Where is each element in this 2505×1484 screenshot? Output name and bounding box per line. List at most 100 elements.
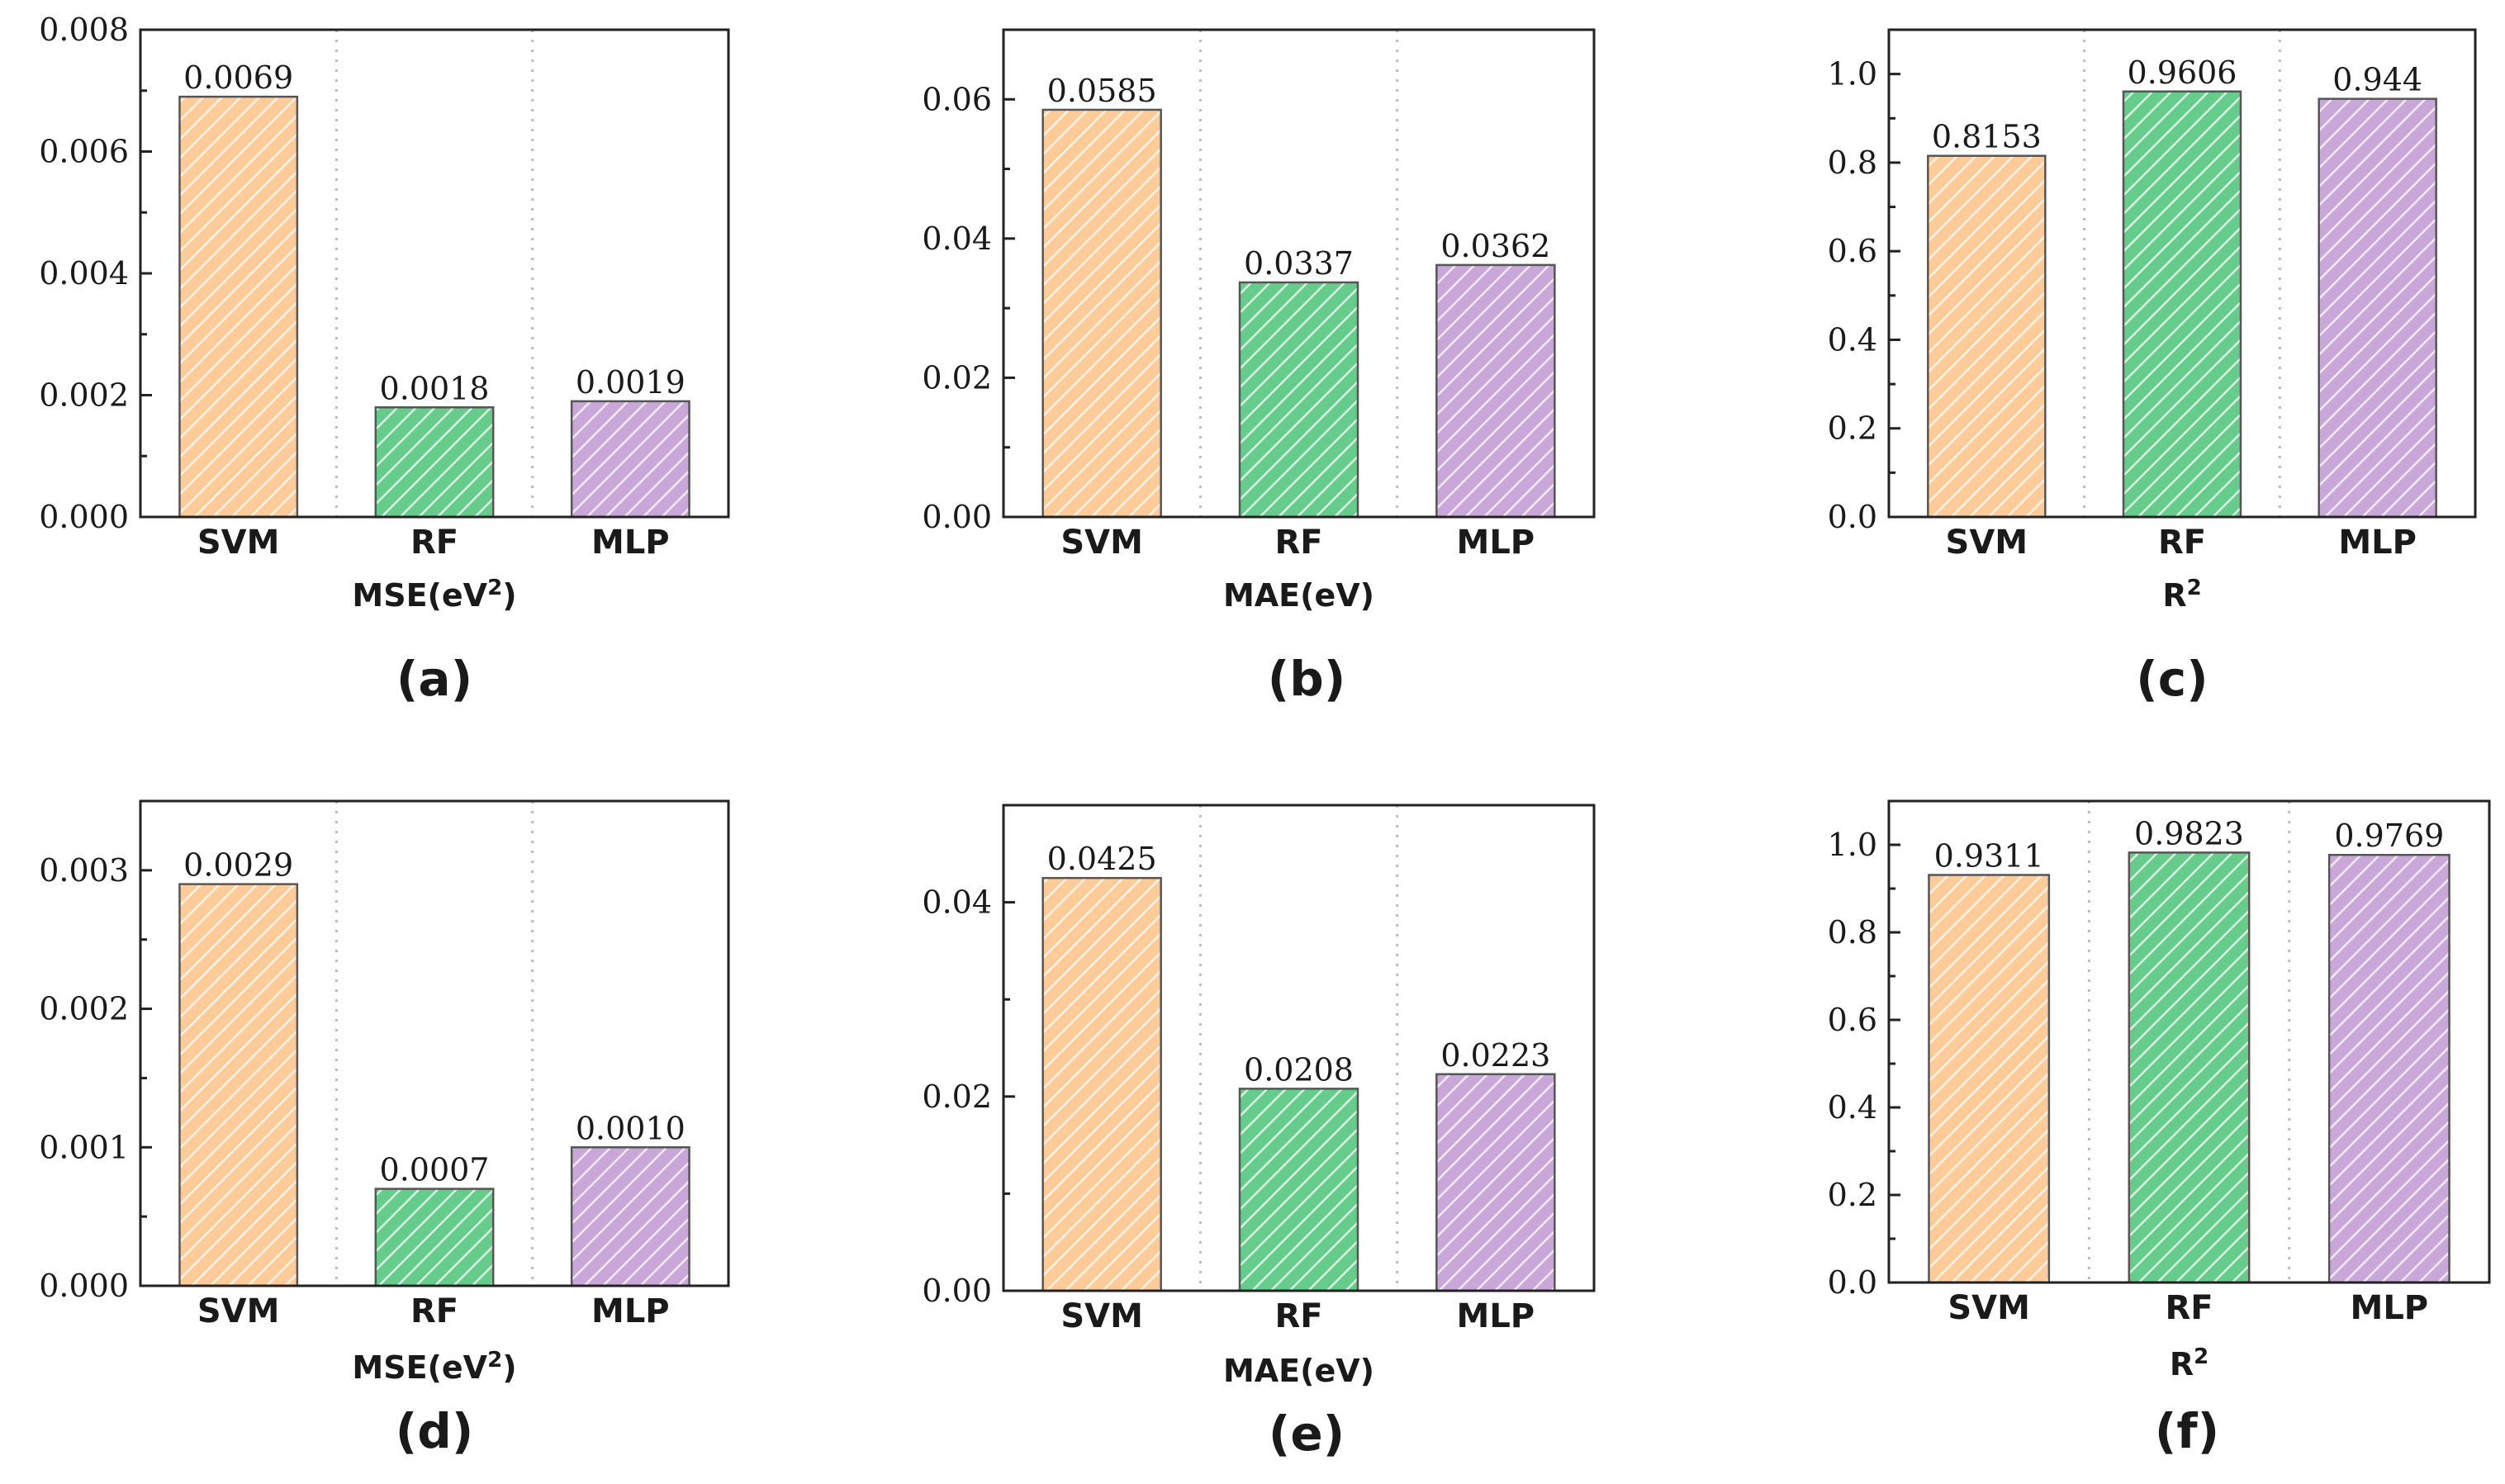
bar-hatch-rf bbox=[1240, 1088, 1358, 1291]
x-tick-label-mlp: MLP bbox=[591, 524, 670, 562]
data-label-rf: 0.9823 bbox=[2134, 815, 2244, 851]
data-label-svm: 0.0425 bbox=[1047, 841, 1157, 877]
y-tick-label: 0.2 bbox=[1828, 410, 1877, 447]
x-tick-label-mlp: MLP bbox=[2338, 524, 2417, 562]
x-tick-label-svm: SVM bbox=[197, 1292, 280, 1330]
bar-hatch-svm bbox=[1042, 878, 1161, 1291]
data-label-rf: 0.0018 bbox=[380, 370, 490, 406]
chart-panel-c: 0.8153 SVM 0.9606 RF 0.944 MLP 0.0 0.2 0.4 0.6 0.8… bbox=[1828, 28, 2477, 707]
panel-label: (d) bbox=[396, 1403, 474, 1459]
x-tick-label-mlp: MLP bbox=[1457, 524, 1535, 562]
x-tick-label-svm: SVM bbox=[1946, 524, 2028, 562]
y-tick-label: 0.8 bbox=[1828, 914, 1877, 951]
y-tick-label: 0.04 bbox=[922, 884, 992, 921]
plot-frame bbox=[1002, 804, 1596, 1292]
plot-frame bbox=[139, 28, 730, 519]
data-label-rf: 0.0208 bbox=[1244, 1051, 1354, 1088]
y-tick-label: 1.0 bbox=[1828, 56, 1877, 92]
x-axis-title: MSE(eV2) bbox=[352, 1348, 516, 1386]
y-tick-label: 0.000 bbox=[39, 499, 129, 535]
data-label-svm: 0.0585 bbox=[1047, 73, 1157, 109]
plot-frame bbox=[1887, 799, 2491, 1284]
chart-panel-e: 0.0425 SVM 0.0208 RF 0.0223 MLP 0.00 0.02 0.04 MA… bbox=[922, 804, 1596, 1462]
chart-panel-a: 0.0069 SVM 0.0018 RF 0.0019 MLP 0.000 0.002 0.00… bbox=[39, 12, 730, 707]
y-tick-label: 0.04 bbox=[922, 220, 992, 257]
bar-hatch-mlp bbox=[1436, 1074, 1555, 1291]
plot-frame bbox=[139, 799, 730, 1287]
panel-label: (e) bbox=[1269, 1406, 1345, 1462]
bar-hatch-svm bbox=[179, 97, 297, 517]
bar-hatch-mlp bbox=[1436, 264, 1555, 517]
bar-hatch-svm bbox=[1042, 109, 1161, 517]
data-label-svm: 0.0069 bbox=[183, 59, 293, 96]
y-tick-label: 0.6 bbox=[1828, 1002, 1877, 1038]
panel-label: (a) bbox=[396, 651, 472, 707]
y-tick-label: 0.001 bbox=[39, 1129, 129, 1165]
bar-hatch-mlp bbox=[2329, 855, 2450, 1282]
data-label-rf: 0.0007 bbox=[380, 1152, 490, 1188]
bar-hatch-rf bbox=[375, 1188, 494, 1286]
data-label-mlp: 0.0019 bbox=[576, 364, 686, 401]
data-label-rf: 0.9606 bbox=[2128, 55, 2237, 91]
y-tick-label: 0.003 bbox=[39, 852, 129, 889]
y-tick-label: 0.8 bbox=[1828, 145, 1877, 181]
y-tick-label: 0.4 bbox=[1828, 321, 1877, 358]
panel-label: (c) bbox=[2136, 651, 2208, 707]
x-tick-label-svm: SVM bbox=[1060, 1297, 1143, 1335]
x-tick-label-rf: RF bbox=[1274, 524, 1322, 562]
y-tick-label: 0.00 bbox=[922, 1273, 992, 1309]
x-axis-title: R2 bbox=[2170, 1344, 2208, 1382]
y-tick-label: 0.02 bbox=[922, 1079, 992, 1115]
x-axis-title: MAE(eV) bbox=[1223, 577, 1374, 614]
x-tick-label-svm: SVM bbox=[197, 524, 280, 562]
bar-hatch-rf bbox=[1240, 282, 1358, 517]
bar-hatch-mlp bbox=[572, 1147, 690, 1286]
x-axis-title: MSE(eV2) bbox=[352, 576, 516, 614]
plot-frame bbox=[1887, 28, 2477, 519]
y-tick-label: 0.0 bbox=[1828, 499, 1877, 535]
x-tick-label-rf: RF bbox=[410, 524, 458, 562]
data-label-svm: 0.0029 bbox=[183, 847, 293, 884]
y-tick-label: 1.0 bbox=[1828, 827, 1877, 863]
chart-panel-f: 0.9311 SVM 0.9823 RF 0.9769 MLP 0.0 0.2 0.4 0.6 0.… bbox=[1828, 799, 2491, 1459]
x-tick-label-mlp: MLP bbox=[1457, 1297, 1535, 1335]
bar-hatch-mlp bbox=[572, 401, 690, 517]
y-tick-label: 0.008 bbox=[39, 12, 129, 48]
y-tick-label: 0.002 bbox=[39, 377, 129, 414]
bar-hatch-rf bbox=[2123, 91, 2241, 517]
x-tick-label-rf: RF bbox=[2165, 1289, 2213, 1327]
y-tick-label: 0.06 bbox=[922, 81, 992, 117]
plot-frame bbox=[1002, 28, 1596, 519]
data-label-mlp: 0.0362 bbox=[1440, 228, 1550, 264]
data-label-mlp: 0.944 bbox=[2332, 62, 2422, 98]
y-tick-label: 0.0 bbox=[1828, 1264, 1877, 1301]
data-label-svm: 0.9311 bbox=[1934, 838, 2044, 875]
y-tick-label: 0.00 bbox=[922, 499, 992, 535]
data-label-rf: 0.0337 bbox=[1244, 245, 1354, 282]
panel-label: (f) bbox=[2155, 1403, 2219, 1459]
chart-panel-b: 0.0585 SVM 0.0337 RF 0.0362 MLP 0.00 0.02 0.04 0.… bbox=[922, 28, 1596, 707]
x-tick-label-mlp: MLP bbox=[591, 1292, 670, 1330]
bar-hatch-svm bbox=[179, 884, 297, 1286]
bar-hatch-mlp bbox=[2318, 98, 2436, 517]
y-tick-label: 0.4 bbox=[1828, 1089, 1877, 1126]
x-tick-label-rf: RF bbox=[1274, 1297, 1322, 1335]
x-tick-label-mlp: MLP bbox=[2351, 1289, 2429, 1327]
data-label-mlp: 0.9769 bbox=[2334, 818, 2444, 854]
bar-hatch-rf bbox=[375, 407, 494, 517]
y-tick-label: 0.2 bbox=[1828, 1177, 1877, 1213]
bar-hatch-rf bbox=[2128, 852, 2250, 1282]
y-tick-label: 0.000 bbox=[39, 1268, 129, 1304]
x-axis-title: MAE(eV) bbox=[1223, 1353, 1374, 1389]
y-tick-label: 0.02 bbox=[922, 359, 992, 396]
x-tick-label-rf: RF bbox=[410, 1292, 458, 1330]
y-tick-label: 0.002 bbox=[39, 991, 129, 1027]
bar-hatch-svm bbox=[1928, 155, 2046, 517]
x-tick-label-svm: SVM bbox=[1060, 524, 1143, 562]
x-tick-label-rf: RF bbox=[2158, 524, 2206, 562]
bar-hatch-svm bbox=[1929, 875, 2049, 1282]
panel-label: (b) bbox=[1268, 651, 1346, 707]
chart-panel-d: 0.0029 SVM 0.0007 RF 0.0010 MLP 0.000 0.001 0.00… bbox=[39, 799, 730, 1459]
data-label-mlp: 0.0223 bbox=[1440, 1037, 1550, 1074]
